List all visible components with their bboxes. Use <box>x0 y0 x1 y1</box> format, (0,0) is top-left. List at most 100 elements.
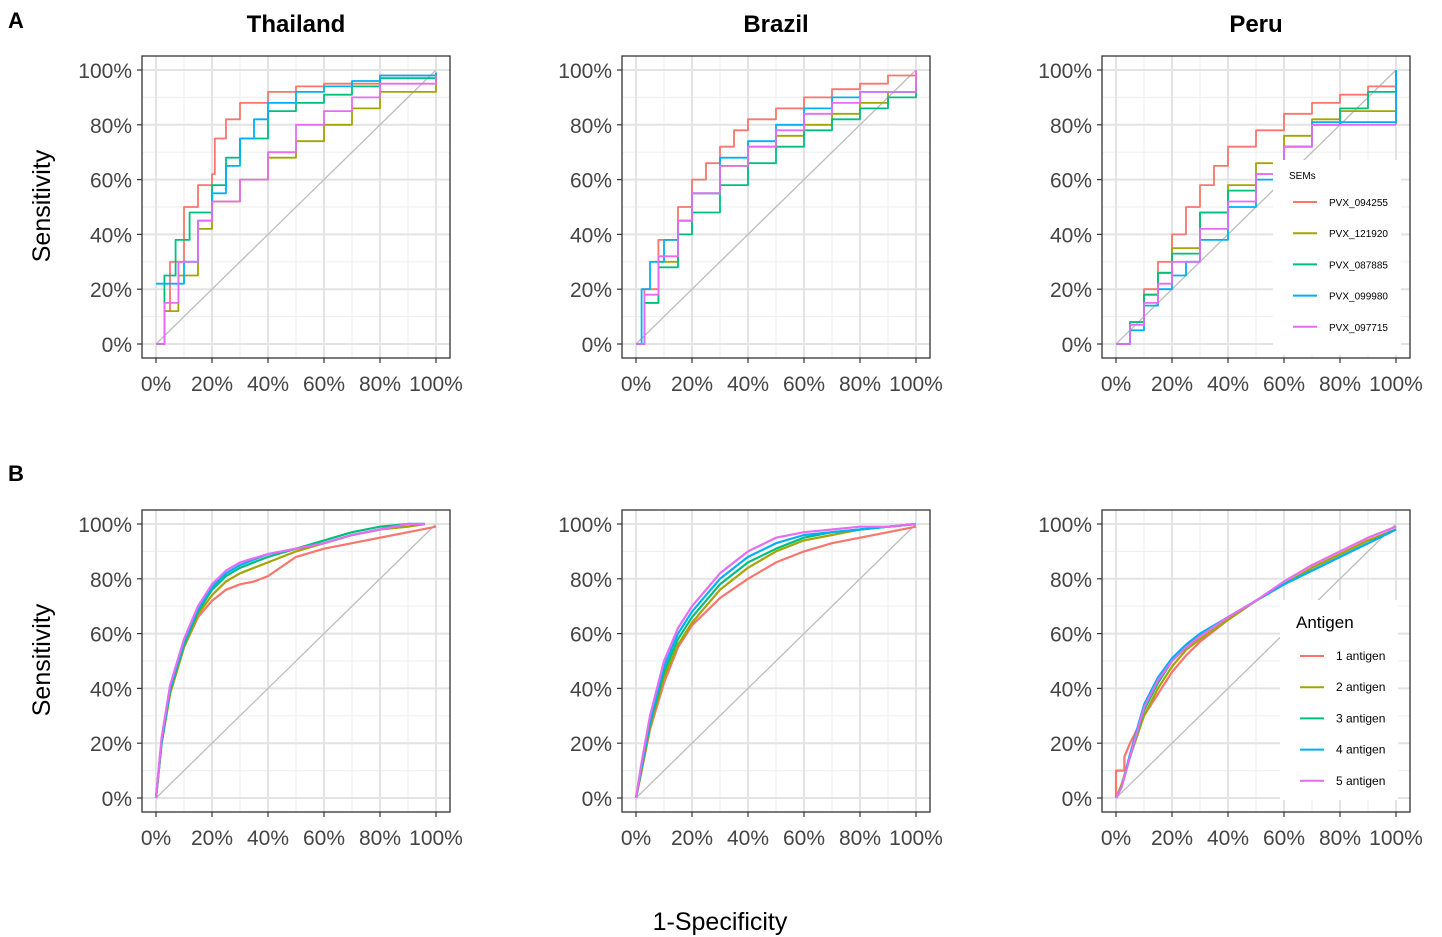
y-tick-label: 80% <box>90 115 132 138</box>
plot-border <box>1101 55 1411 359</box>
chart-6: 0% 20% 40% 60% 80% 100% 0% 20% 40% 60% 80% 100% Anti… <box>1038 509 1423 850</box>
y-tick-label: 60% <box>1050 624 1092 647</box>
y-tick-label: 40% <box>1050 224 1092 247</box>
x-tick-label: 60% <box>1263 373 1305 396</box>
x-axis-title: 1-Specificity <box>653 908 788 936</box>
series-line-1 <box>1116 82 1397 345</box>
x-tick-label: 20% <box>1151 827 1193 850</box>
y-tick-label: 0% <box>1062 334 1092 357</box>
x-tick-label: 60% <box>303 373 345 396</box>
y-tick-label: 0% <box>582 334 612 357</box>
y-tick-label: 80% <box>1050 115 1092 138</box>
y-tick-label: 40% <box>90 678 132 701</box>
plot-border <box>1101 509 1411 813</box>
chance-diagonal <box>155 69 437 345</box>
chart-title: Thailand <box>247 11 346 38</box>
x-tick-label: 80% <box>1319 373 1361 396</box>
chart-3: 0% 20% 40% 60% 80% 100% 0% 20% 40% 60% 80% 100% Peru… <box>1038 11 1423 396</box>
chart-2: 0% 20% 40% 60% 80% 100% 0% 20% 40% 60% 80% 100% Braz… <box>558 11 943 396</box>
y-tick-label: 60% <box>1050 170 1092 193</box>
y-tick-label: 20% <box>90 279 132 302</box>
y-axis-title-a: Sensitivity <box>28 149 56 262</box>
y-tick-label: 80% <box>1050 569 1092 592</box>
y-tick-label: 100% <box>1038 60 1092 83</box>
series-line-5 <box>634 522 917 799</box>
x-tick-label: 40% <box>247 373 289 396</box>
y-tick-label: 40% <box>90 224 132 247</box>
series-line-3 <box>1116 70 1397 345</box>
x-tick-label: 40% <box>727 373 769 396</box>
y-tick-label: 20% <box>1050 279 1092 302</box>
y-tick-label: 0% <box>1062 788 1092 811</box>
legend-label: 1 antigen <box>1336 649 1385 663</box>
x-tick-label: 80% <box>839 827 881 850</box>
plot-border <box>141 509 451 813</box>
series-line-5 <box>156 75 437 345</box>
chance-diagonal <box>1115 523 1397 799</box>
series-line-5 <box>636 70 917 345</box>
plot-border <box>141 55 451 359</box>
plot-border <box>621 509 931 813</box>
chance-diagonal <box>635 69 917 345</box>
legend-label: PVX_087885 <box>1329 260 1388 271</box>
x-tick-label: 100% <box>889 373 943 396</box>
series-line-5 <box>1116 123 1396 345</box>
series-line-1 <box>156 72 437 345</box>
y-tick-label: 100% <box>558 514 612 537</box>
y-tick-label: 60% <box>570 624 612 647</box>
x-tick-label: 0% <box>621 373 651 396</box>
x-tick-label: 80% <box>1319 827 1361 850</box>
chart-title: Brazil <box>743 11 808 38</box>
x-tick-label: 20% <box>671 373 713 396</box>
y-tick-label: 100% <box>558 60 612 83</box>
y-tick-label: 0% <box>102 788 132 811</box>
legend-background <box>1280 600 1398 800</box>
x-tick-label: 40% <box>727 827 769 850</box>
y-tick-label: 60% <box>90 624 132 647</box>
y-tick-label: 40% <box>1050 678 1092 701</box>
y-tick-label: 100% <box>78 514 132 537</box>
legend: SEMs PVX_094255 PVX_121920 PVX_087885 PVX_09… <box>1273 160 1401 355</box>
x-tick-label: 100% <box>889 827 943 850</box>
y-tick-label: 60% <box>90 170 132 193</box>
x-tick-label: 80% <box>359 373 401 396</box>
chart-title: Peru <box>1229 11 1282 38</box>
series-line-5 <box>1115 525 1397 799</box>
x-tick-label: 20% <box>671 827 713 850</box>
y-tick-label: 80% <box>570 115 612 138</box>
x-tick-label: 40% <box>247 827 289 850</box>
x-tick-label: 40% <box>1207 827 1249 850</box>
legend-title: Antigen <box>1296 613 1354 632</box>
x-tick-label: 60% <box>1263 827 1305 850</box>
x-tick-label: 0% <box>621 827 651 850</box>
x-tick-label: 0% <box>1101 373 1131 396</box>
y-tick-label: 60% <box>570 170 612 193</box>
legend: Antigen 1 antigen 2 antigen 3 antigen 4 anti… <box>1280 600 1398 800</box>
x-tick-label: 20% <box>1151 373 1193 396</box>
y-tick-label: 0% <box>102 334 132 357</box>
x-tick-label: 40% <box>1207 373 1249 396</box>
legend-label: PVX_097715 <box>1329 323 1388 334</box>
chart-1: 0% 20% 40% 60% 80% 100% 0% 20% 40% 60% 80% 100% Thai… <box>78 11 463 396</box>
panel-letter-b: B <box>8 461 24 486</box>
x-tick-label: 80% <box>839 373 881 396</box>
legend-label: 4 antigen <box>1336 743 1385 757</box>
plot-border <box>621 55 931 359</box>
x-tick-label: 0% <box>141 827 171 850</box>
legend-label: 3 antigen <box>1336 711 1385 725</box>
y-tick-label: 80% <box>570 569 612 592</box>
x-tick-label: 100% <box>1369 373 1423 396</box>
x-tick-label: 60% <box>783 373 825 396</box>
y-tick-label: 40% <box>570 678 612 701</box>
y-tick-label: 20% <box>1050 733 1092 756</box>
y-tick-label: 20% <box>570 279 612 302</box>
y-axis-title-b: Sensitivity <box>28 603 56 716</box>
x-tick-label: 0% <box>141 373 171 396</box>
y-tick-label: 40% <box>570 224 612 247</box>
chance-diagonal <box>155 523 437 799</box>
x-tick-label: 100% <box>409 373 463 396</box>
series-line-4 <box>634 522 917 799</box>
series-line-4 <box>636 83 917 345</box>
chart-4: 0% 20% 40% 60% 80% 100% 0% 20% 40% 60% 80% 100% <box>78 509 463 850</box>
legend-label: PVX_094255 <box>1329 198 1388 209</box>
